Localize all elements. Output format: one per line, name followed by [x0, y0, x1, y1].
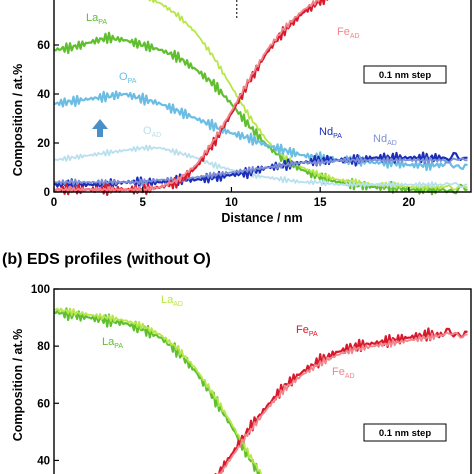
label-nd-ad: NdAD [373, 133, 397, 147]
series-line-b-fe-pa [214, 327, 468, 474]
panel-a-ytick-label: 40 [37, 89, 50, 101]
panel-b-axes-frame [53, 288, 472, 474]
panel-a-ytick-label: 60 [37, 40, 50, 52]
series-line-a-nd-pa [53, 151, 468, 191]
panel-b-y-ticks: 40 60 80 100 [31, 284, 59, 467]
panel-a-xtick-label: 0 [51, 197, 57, 209]
label-fe-ad-b: FeAD [332, 366, 355, 380]
panel-b-ytick-label: 40 [37, 455, 50, 467]
series-line-a-o-ad [53, 144, 468, 189]
series-line-a-fe-pa [53, 0, 329, 196]
panel-b-step-box [363, 423, 447, 442]
panel-a-y-ticks: 0 20 40 60 [37, 40, 59, 199]
label-nd-pa: NdPA [319, 126, 342, 140]
label-la-ad-b: LaAD [161, 294, 183, 308]
series-line-a-nd-ad [53, 156, 468, 187]
label-o-pa: OPA [119, 71, 137, 85]
up-arrow-icon [92, 119, 108, 137]
label-o-ad: OAD [143, 125, 161, 139]
panel-a-ytick-label: 20 [37, 138, 50, 150]
panel-b-step-label: 0.1 nm step [379, 428, 431, 439]
panel-a-xlabel: Distance / nm [221, 211, 302, 225]
panel-a-step-label: 0.1 nm step [379, 70, 431, 81]
panel-a-xtick-label: 5 [140, 197, 147, 209]
label-fe-pa-b: FePA [296, 324, 318, 338]
panel-a-chart: 0 20 40 60 0 5 10 15 20 Composition / at.% Dist… [11, 0, 472, 225]
label-fe-ad: FeAD [337, 26, 360, 40]
panel-b-title: (b) EDS profiles (without O) [2, 251, 211, 268]
series-line-b-fe-ad [217, 331, 468, 474]
panel-a-xtick-label: 20 [402, 197, 415, 209]
series-line-b-la-pa [53, 307, 262, 474]
panel-b-ytick-label: 100 [31, 284, 50, 296]
panel-a-ytick-label: 0 [44, 187, 50, 199]
panel-b-ylabel: Composition / at.% [11, 329, 25, 442]
panel-a-xtick-label: 15 [314, 197, 327, 209]
panel-b-chart: 40 60 80 100 Composition / at.% 0.1 nm step… [11, 284, 472, 474]
panel-a-ylabel: Composition / at.% [11, 64, 25, 177]
panel-b-ytick-label: 60 [37, 398, 50, 410]
panel-b-plot-area [53, 307, 468, 474]
panel-a-step-box [363, 65, 447, 84]
label-la-pa-b: LaPA [102, 336, 123, 350]
panel-a-plot-area [53, 0, 468, 196]
panel-a-x-ticks: 0 5 10 15 20 [51, 187, 415, 209]
panel-a-xtick-label: 10 [225, 197, 238, 209]
label-la-pa: LaPA [86, 12, 107, 26]
series-line-b-la-ad [53, 307, 262, 474]
panel-b-ytick-label: 80 [37, 341, 50, 353]
